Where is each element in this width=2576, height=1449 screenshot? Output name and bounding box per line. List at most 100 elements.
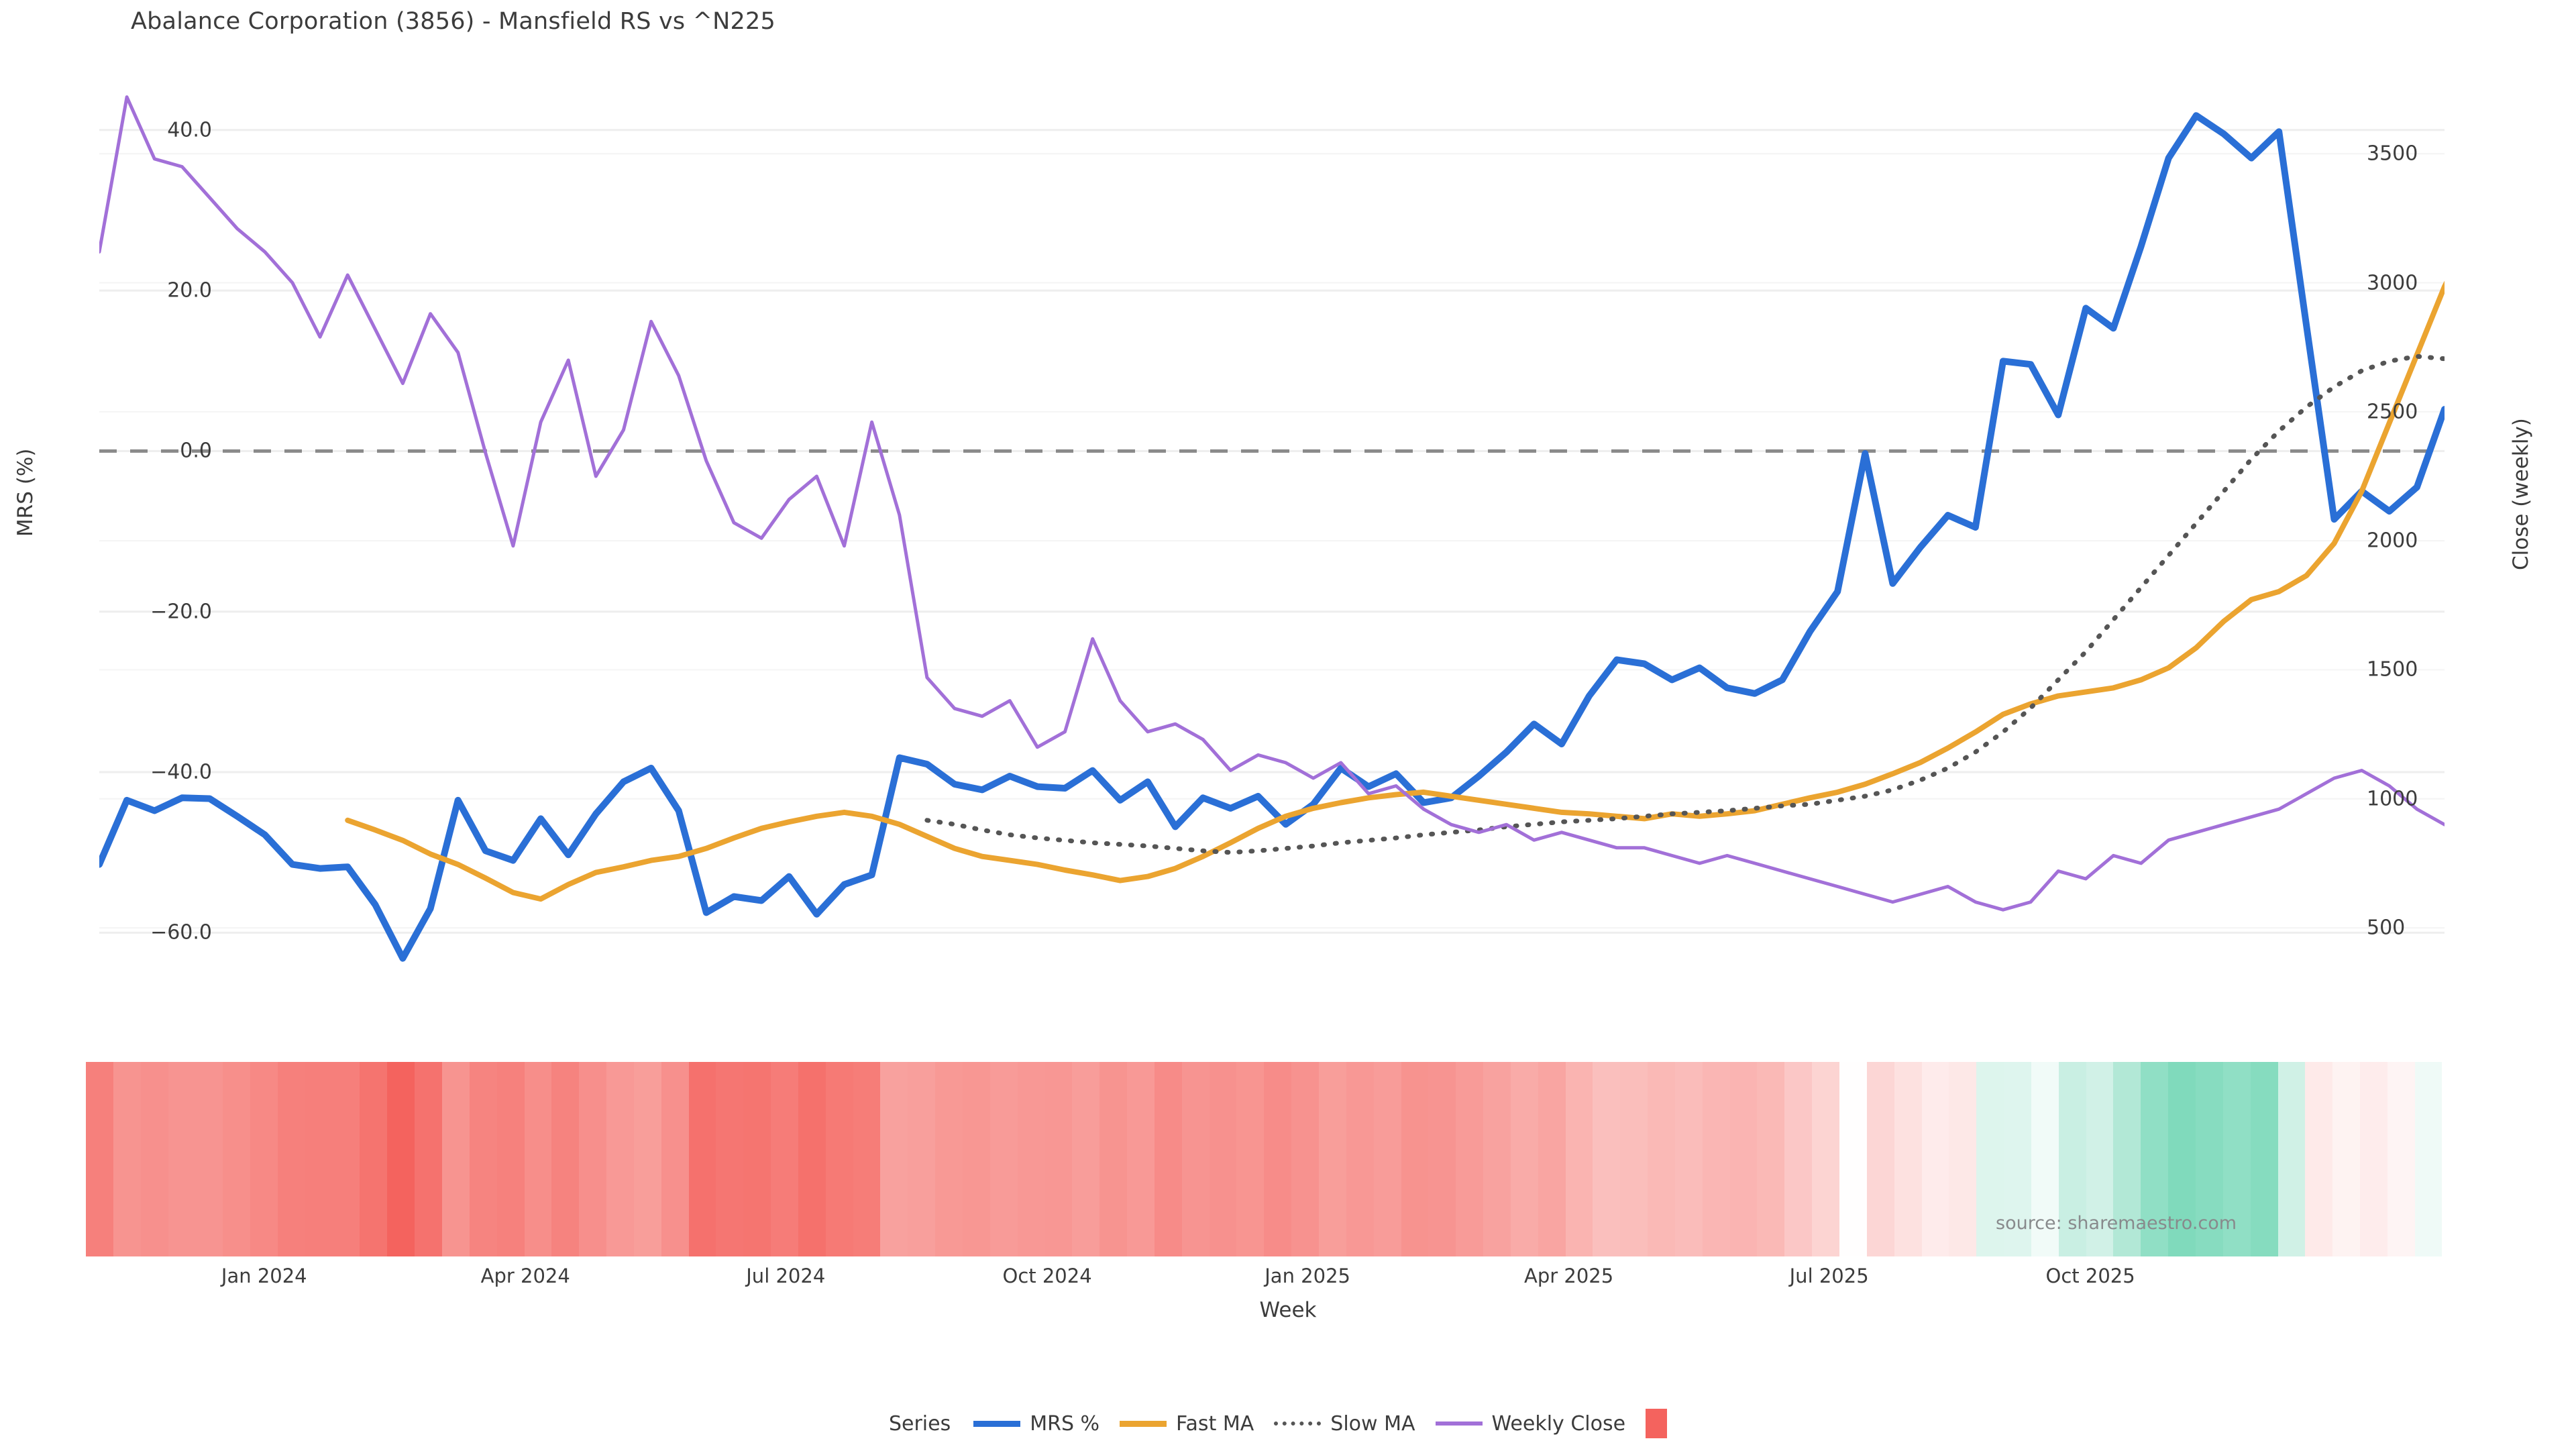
y-tick-left: −60.0 <box>150 920 212 945</box>
heatmap-band <box>1099 1062 1128 1256</box>
legend-item[interactable]: Weekly Close <box>1435 1411 1626 1436</box>
heatmap-band <box>1729 1062 1758 1256</box>
x-tick: Jan 2024 <box>221 1265 307 1287</box>
legend-label: Fast MA <box>1176 1411 1254 1436</box>
legend-swatch-icon <box>1120 1420 1167 1427</box>
heatmap-band <box>2360 1062 2387 1256</box>
heatmap-band <box>2250 1062 2278 1256</box>
x-tick: Jan 2025 <box>1265 1265 1350 1287</box>
x-tick: Apr 2025 <box>1523 1265 1614 1287</box>
heatmap-band <box>2086 1062 2114 1256</box>
heatmap-band <box>908 1062 936 1256</box>
heatmap-band <box>2387 1062 2415 1256</box>
heatmap-band <box>1812 1062 1839 1256</box>
heatmap-band <box>1291 1062 1319 1256</box>
legend-label: MRS % <box>1030 1411 1100 1436</box>
plot-canvas <box>99 95 2445 962</box>
heatmap-band <box>963 1062 990 1256</box>
heatmap-band <box>387 1062 415 1256</box>
heatmap-band <box>1072 1062 1100 1256</box>
heatmap-band <box>880 1062 908 1256</box>
heatmap-band <box>1565 1062 1593 1256</box>
legend-swatch-icon <box>1274 1421 1322 1426</box>
heatmap-band <box>2168 1062 2196 1256</box>
x-tick: Oct 2024 <box>1002 1265 1092 1287</box>
heatmap-band <box>633 1062 661 1256</box>
heatmap-band <box>853 1062 881 1256</box>
x-tick: Oct 2025 <box>2045 1265 2135 1287</box>
heatmap-band <box>579 1062 607 1256</box>
heatmap-band <box>277 1062 305 1256</box>
y-axis-left-label: MRS (%) <box>13 448 38 537</box>
heatmap-band <box>2004 1062 2031 1256</box>
heatmap-band <box>688 1062 716 1256</box>
heatmap-band <box>2195 1062 2223 1256</box>
heatmap-band <box>2113 1062 2141 1256</box>
heatmap-band <box>1949 1062 1977 1256</box>
heatmap-band <box>415 1062 442 1256</box>
heatmap-band <box>825 1062 853 1256</box>
y-tick-right: 500 <box>2367 916 2406 940</box>
legend-swatch-icon <box>1646 1409 1668 1438</box>
y-tick-left: −40.0 <box>150 760 212 784</box>
legend-item[interactable]: Slow MA <box>1274 1412 1415 1436</box>
heatmap-band <box>1757 1062 1785 1256</box>
heatmap-band <box>2031 1062 2059 1256</box>
y-tick-right: 3000 <box>2367 271 2418 295</box>
heatmap-band <box>2332 1062 2361 1256</box>
heatmap-band <box>1620 1062 1648 1256</box>
heatmap-band <box>1510 1062 1538 1256</box>
heatmap-band <box>2414 1062 2442 1256</box>
heatmap-band <box>606 1062 634 1256</box>
heatmap-band <box>1538 1062 1566 1256</box>
heatmap-band <box>1784 1062 1813 1256</box>
y-axis-right-label: Close (weekly) <box>2509 418 2533 570</box>
heatmap-band <box>1866 1062 1894 1256</box>
y-tick-left: 0.0 <box>180 439 212 463</box>
y-tick-right: 2000 <box>2367 529 2418 553</box>
legend-item[interactable]: MRS % <box>973 1412 1099 1436</box>
heatmap-band <box>661 1062 689 1256</box>
heatmap-band <box>1894 1062 1922 1256</box>
heatmap-band <box>168 1062 196 1256</box>
heatmap-band <box>551 1062 580 1256</box>
heatmap-band <box>2277 1062 2306 1256</box>
source-note: source: sharemaestro.com <box>1996 1213 2237 1234</box>
heatmap-band <box>2305 1062 2333 1256</box>
heatmap-band <box>1127 1062 1155 1256</box>
y-tick-left: 40.0 <box>167 118 212 142</box>
heatmap-band <box>441 1062 470 1256</box>
heatmap-band <box>1976 1062 2004 1256</box>
chart-legend: Series MRS % Fast MA Slow MA Weekly Close <box>0 1409 2576 1438</box>
heatmap-band <box>2222 1062 2251 1256</box>
heatmap-band <box>86 1062 113 1256</box>
plot-area <box>99 74 2445 1013</box>
y-tick-right: 2500 <box>2367 400 2418 424</box>
heatmap-band <box>1209 1062 1237 1256</box>
legend-swatch-icon <box>973 1420 1021 1427</box>
heatmap-band <box>1674 1062 1703 1256</box>
x-tick: Apr 2024 <box>480 1265 570 1287</box>
heatmap-band <box>1921 1062 1949 1256</box>
heatmap-band <box>1318 1062 1346 1256</box>
y-tick-left: 20.0 <box>167 278 212 303</box>
heatmap-band <box>1264 1062 1292 1256</box>
heatmap-band <box>2141 1062 2169 1256</box>
heatmap-band <box>1154 1062 1182 1256</box>
mrs-regime-heatmap <box>86 1062 2442 1256</box>
legend-item[interactable]: Fast MA <box>1120 1412 1254 1436</box>
heatmap-band <box>1839 1062 1867 1256</box>
heatmap-band <box>1428 1062 1456 1256</box>
heatmap-band <box>332 1062 360 1256</box>
heatmap-band <box>771 1062 798 1256</box>
legend-label: Slow MA <box>1330 1411 1415 1436</box>
x-tick: Jul 2025 <box>1789 1265 1869 1287</box>
y-tick-left: −20.0 <box>150 600 212 624</box>
heatmap-band <box>113 1062 141 1256</box>
legend-item[interactable] <box>1646 1409 1668 1438</box>
heatmap-band <box>250 1062 278 1256</box>
legend-label: Weekly Close <box>1491 1411 1626 1436</box>
legend-swatch-icon <box>1435 1421 1483 1426</box>
x-tick: Jul 2024 <box>746 1265 826 1287</box>
